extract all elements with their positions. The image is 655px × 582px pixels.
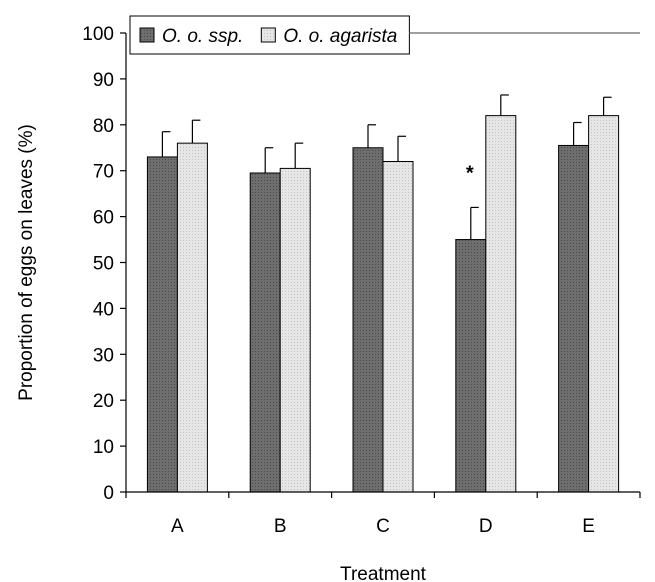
x-tick-label: A — [171, 516, 184, 537]
y-tick-label: 50 — [93, 254, 114, 275]
y-tick-label: 30 — [93, 345, 114, 366]
bar — [485, 115, 517, 493]
y-tick-label: 20 — [93, 391, 114, 412]
x-tick-label: D — [479, 516, 493, 537]
annotations-layer: * — [466, 162, 474, 184]
y-tick-label: 90 — [93, 70, 114, 91]
legend-label: O. o. ssp. — [162, 26, 243, 47]
y-tick-label: 40 — [93, 299, 114, 320]
error-bars-layer — [161, 94, 612, 240]
bar — [382, 161, 414, 493]
y-tick-label: 100 — [82, 24, 114, 45]
bar — [588, 115, 620, 493]
bar — [455, 239, 487, 493]
y-tick-label: 60 — [93, 208, 114, 229]
x-tick-label: C — [376, 516, 390, 537]
legend-swatch — [139, 27, 155, 43]
legend-swatch — [260, 27, 276, 43]
bar — [352, 147, 384, 493]
y-axis-title: Proportion of eggs on leaves (%) — [16, 124, 37, 401]
bar — [249, 172, 281, 493]
x-tick-label: B — [274, 516, 287, 537]
y-tick-label: 10 — [93, 437, 114, 458]
bars-layer — [146, 115, 620, 493]
x-axis-title: Treatment — [340, 564, 427, 582]
y-tick-label: 70 — [93, 162, 114, 183]
bar — [279, 167, 311, 493]
bar — [176, 142, 208, 493]
y-tick-label: 80 — [93, 116, 114, 137]
legend: O. o. ssp. O. o. agarista — [129, 15, 640, 55]
y-tick-label: 0 — [103, 483, 114, 504]
x-axis-ticks: A B C D E — [125, 492, 641, 537]
bar — [146, 156, 178, 493]
legend-label: O. o. agarista — [283, 26, 397, 47]
y-axis-ticks: 0 10 20 30 40 50 60 70 80 90 100 — [82, 24, 126, 504]
significance-marker: * — [466, 162, 474, 184]
bar — [558, 144, 590, 493]
x-tick-label: E — [582, 516, 595, 537]
